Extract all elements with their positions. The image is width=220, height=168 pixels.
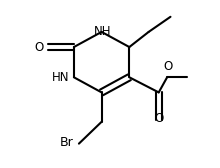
Text: Br: Br: [60, 136, 74, 149]
Text: NH: NH: [94, 25, 111, 38]
Text: HN: HN: [52, 71, 70, 84]
Text: O: O: [34, 40, 44, 54]
Text: O: O: [163, 60, 172, 73]
Text: O: O: [154, 112, 163, 125]
